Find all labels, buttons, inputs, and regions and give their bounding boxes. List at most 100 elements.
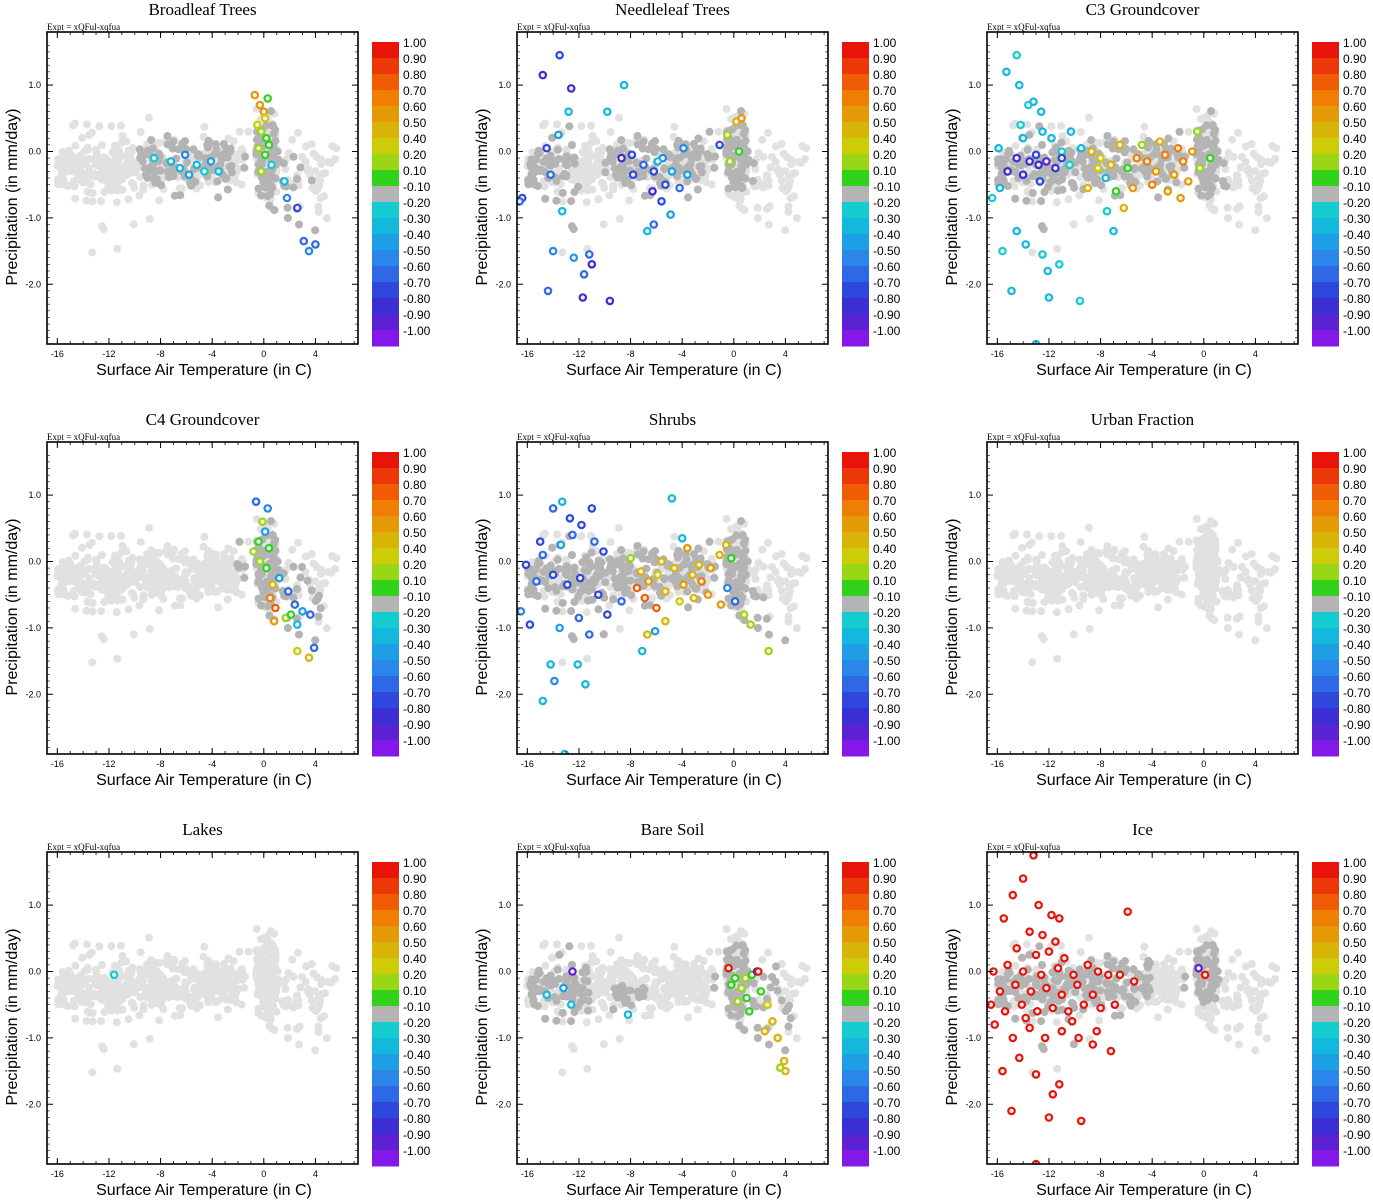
background-point [200,532,209,541]
background-point [771,157,780,166]
neutral-point [728,125,737,134]
background-point [1251,226,1260,235]
neutral-point [705,127,714,136]
neutral-point [601,168,610,177]
neutral-point [612,170,620,179]
data-point [298,606,307,616]
neutral-point [295,630,303,639]
data-point [737,114,746,123]
x-tick-label: 0 [261,349,266,359]
data-point [1123,163,1133,173]
neutral-point [1076,153,1085,162]
background-point [302,552,310,561]
background-point [195,571,204,580]
background-point [107,122,116,131]
y-tick-label: 1.0 [28,80,41,90]
neutral-point [526,160,535,169]
y-axis-label: Precipitation (in mm/day) [944,109,961,286]
colorbar-label: -0.50 [873,244,901,258]
neutral-point [273,147,282,156]
background-point [541,119,549,128]
background-point [142,580,150,589]
neutral-point [283,214,292,222]
background-point [199,542,208,551]
data-point [1012,50,1022,60]
data-point [1016,120,1025,130]
background-point [181,547,189,556]
colorbar-swatch [372,564,399,581]
background-point [178,184,187,193]
background-point [237,145,246,154]
colorbar-swatch [372,468,399,485]
background-point [722,105,731,113]
colorbar-label: -0.20 [403,196,431,210]
colorbar-swatch [1312,282,1339,299]
neutral-point [283,624,292,632]
data-point [260,150,270,160]
colorbar-swatch [372,660,399,677]
colorbar-label: -0.80 [403,702,431,716]
data-point [259,107,269,117]
background-point [211,550,220,559]
neutral-point [211,140,220,149]
background-point [113,654,122,663]
x-tick-label: -12 [102,349,115,359]
neutral-point [533,149,542,158]
background-point [615,523,623,532]
y-tick-label: -1.0 [965,213,981,223]
neutral-point [1167,162,1176,170]
data-point [667,167,677,176]
background-point [113,244,122,253]
neutral-point [724,184,733,193]
data-point [282,193,292,203]
neutral-point [1038,141,1046,149]
colorbar-swatch [842,170,869,187]
neutral-point [558,172,567,181]
data-point [1087,147,1096,156]
background-point [567,166,576,175]
data-point [1043,266,1053,276]
background-point [294,128,302,137]
x-tick-label: -8 [1097,349,1105,359]
data-point [579,269,589,279]
data-point [260,527,270,536]
neutral-point [216,160,225,169]
background-point [324,568,333,576]
neutral-point [1028,172,1037,181]
neutral-point [1129,145,1138,154]
neutral-point [181,137,189,146]
colorbar-swatch [842,314,869,331]
background-point [145,113,153,122]
background-point [595,168,604,177]
background-point [71,529,79,538]
background-point [1253,185,1262,194]
background-point [155,606,164,615]
neutral-point [633,132,642,140]
colorbar-label: -0.60 [1343,260,1371,274]
colorbar-label: 0.40 [403,542,427,556]
neutral-point [1087,136,1096,145]
background-point [558,248,567,257]
neutral-point [704,152,713,161]
background-point [219,550,228,558]
background-point [67,157,76,166]
colorbar-label: 0.90 [403,52,427,66]
neutral-point [259,175,268,184]
data-point [1075,296,1085,306]
data-point [639,160,648,170]
neutral-point [227,162,236,170]
background-point [87,128,96,137]
background-point [1069,220,1078,229]
colorbar-swatch [372,250,399,267]
neutral-point [311,226,320,235]
background-point [625,196,634,205]
neutral-point [686,160,695,169]
colorbar-label: -0.40 [1343,228,1371,242]
colorbar-label: 1.00 [403,36,427,50]
background-point [1085,214,1094,223]
background-point [288,545,297,554]
data-point [715,140,724,150]
neutral-point [1082,170,1090,179]
data-point [271,603,280,613]
